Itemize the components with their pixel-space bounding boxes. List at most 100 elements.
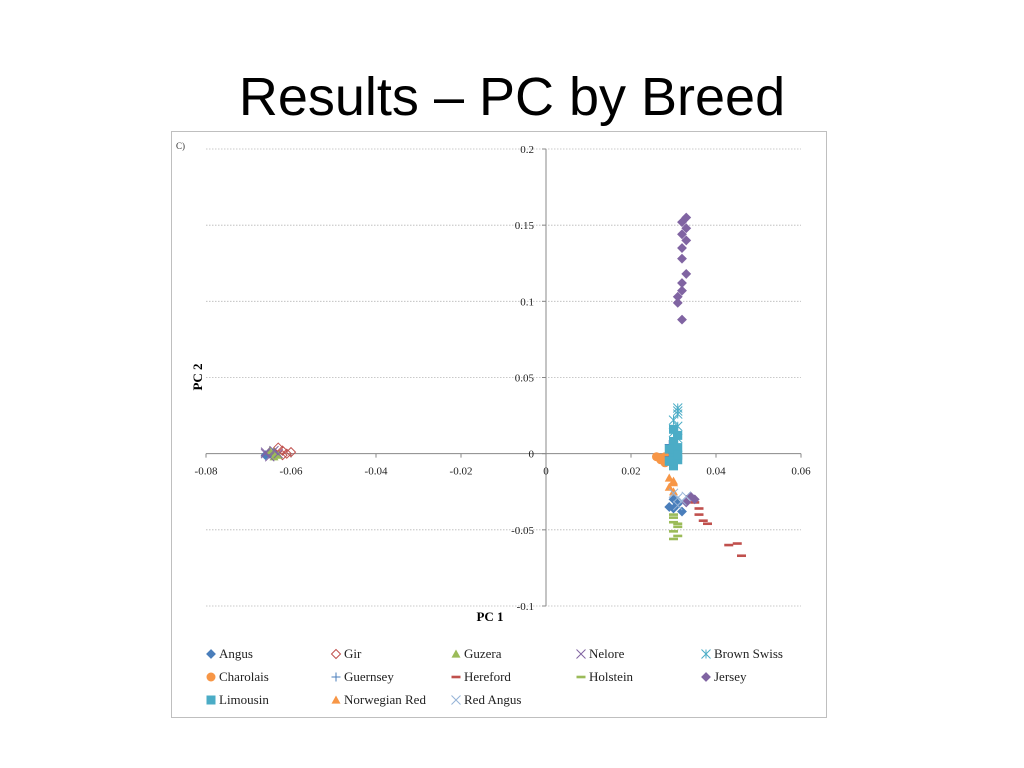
legend-marker-icon bbox=[206, 695, 216, 705]
data-point bbox=[677, 243, 687, 253]
legend-label: Guernsey bbox=[344, 669, 394, 684]
series-angus bbox=[260, 447, 687, 517]
data-point bbox=[673, 522, 683, 526]
data-point bbox=[669, 476, 678, 485]
data-point bbox=[669, 513, 678, 516]
data-point bbox=[681, 268, 692, 279]
legend-marker-icon bbox=[331, 695, 341, 704]
data-point bbox=[677, 229, 687, 240]
data-point bbox=[664, 444, 674, 454]
x-tick-label: 0.02 bbox=[621, 466, 640, 478]
data-point bbox=[673, 455, 683, 465]
legend-marker-icon bbox=[206, 672, 216, 682]
x-tick-label: 0.04 bbox=[706, 466, 726, 478]
legend-marker-icon bbox=[576, 675, 586, 679]
data-point bbox=[672, 297, 683, 308]
chart-frame: -0.08 -0.06 -0.04 -0.02 0 0.02 0.04 0.06 -0.1 -0.… bbox=[171, 131, 827, 718]
legend-label: Brown Swiss bbox=[714, 646, 783, 661]
data-point bbox=[672, 500, 683, 511]
y-tick-label: 0.2 bbox=[520, 144, 534, 156]
panel-label: C) bbox=[176, 141, 185, 151]
data-point bbox=[269, 445, 279, 456]
legend-marker-icon bbox=[451, 649, 461, 658]
data-point bbox=[681, 223, 692, 234]
series-limousin bbox=[664, 424, 683, 471]
x-tick-label: -0.08 bbox=[195, 466, 218, 478]
data-point bbox=[694, 513, 704, 516]
data-point bbox=[669, 461, 678, 471]
y-tick-label: 0 bbox=[529, 449, 535, 461]
data-point bbox=[673, 430, 683, 440]
series-red-angus bbox=[668, 488, 692, 511]
legend-label: Red Angus bbox=[464, 692, 522, 707]
data-point bbox=[677, 217, 687, 228]
data-point bbox=[681, 497, 692, 508]
legend-marker-icon bbox=[451, 695, 461, 705]
legend-marker-icon bbox=[451, 675, 461, 679]
data-point bbox=[669, 516, 678, 519]
data-point bbox=[703, 522, 712, 526]
y-tick-label: -0.05 bbox=[511, 525, 534, 537]
series-norwegian-red bbox=[664, 473, 678, 496]
data-point bbox=[724, 543, 734, 547]
data-point bbox=[664, 473, 674, 482]
legend-label: Charolais bbox=[219, 669, 269, 684]
legend-marker-icon bbox=[331, 672, 341, 682]
legend-marker-icon bbox=[701, 672, 711, 682]
data-point bbox=[673, 534, 683, 538]
data-point bbox=[285, 446, 297, 458]
data-point bbox=[669, 436, 678, 446]
legend-label: Jersey bbox=[714, 669, 747, 684]
data-point bbox=[668, 415, 679, 426]
data-point bbox=[273, 448, 284, 459]
data-point bbox=[673, 450, 683, 460]
x-tick-label: 0 bbox=[543, 466, 549, 478]
legend-label: Holstein bbox=[589, 669, 634, 684]
series-hereford bbox=[686, 495, 746, 558]
y-tick-label: -0.1 bbox=[517, 601, 534, 613]
legend-label: Guzera bbox=[464, 646, 502, 661]
legend-label: Hereford bbox=[464, 669, 511, 684]
data-point bbox=[732, 542, 742, 545]
data-point bbox=[681, 491, 692, 502]
legend-label: Limousin bbox=[219, 692, 269, 707]
y-axis-label: PC 2 bbox=[190, 363, 205, 390]
data-point bbox=[669, 520, 678, 524]
legend-label: Gir bbox=[344, 646, 362, 661]
data-point bbox=[277, 445, 288, 456]
data-point bbox=[694, 507, 704, 510]
legend-label: Angus bbox=[219, 646, 253, 661]
series-holstein bbox=[669, 513, 683, 541]
y-tick-label: 0.15 bbox=[515, 220, 535, 232]
data-point bbox=[669, 537, 678, 541]
legend-marker-icon bbox=[330, 648, 342, 660]
scatter-plot: -0.08 -0.06 -0.04 -0.02 0 0.02 0.04 0.06 -0.1 -0.… bbox=[176, 141, 811, 624]
slide-title: Results – PC by Breed bbox=[238, 67, 786, 127]
data-point bbox=[260, 448, 271, 459]
legend-label: Nelore bbox=[589, 646, 625, 661]
legend-marker-icon bbox=[576, 649, 586, 659]
data-point bbox=[677, 253, 687, 264]
data-point bbox=[664, 502, 675, 512]
data-point bbox=[669, 530, 678, 533]
data-point bbox=[677, 285, 687, 296]
legend-marker-icon bbox=[701, 649, 711, 659]
x-tick-label: 0.06 bbox=[791, 466, 811, 478]
series-nelore bbox=[260, 445, 284, 462]
data-point bbox=[677, 506, 687, 517]
x-axis-label: PC 1 bbox=[476, 609, 503, 624]
data-point bbox=[673, 525, 683, 529]
data-point bbox=[673, 443, 683, 453]
data-point bbox=[669, 487, 678, 496]
data-point bbox=[664, 482, 674, 491]
data-point bbox=[677, 314, 687, 325]
legend-marker-icon bbox=[206, 649, 216, 659]
x-tick-label: -0.02 bbox=[450, 466, 473, 478]
data-point bbox=[681, 235, 692, 246]
x-tick-label: -0.06 bbox=[280, 466, 303, 478]
data-point bbox=[260, 447, 271, 457]
legend-label: Norwegian Red bbox=[344, 692, 426, 707]
data-point bbox=[737, 554, 746, 558]
data-point bbox=[672, 406, 683, 416]
data-point bbox=[698, 519, 708, 522]
